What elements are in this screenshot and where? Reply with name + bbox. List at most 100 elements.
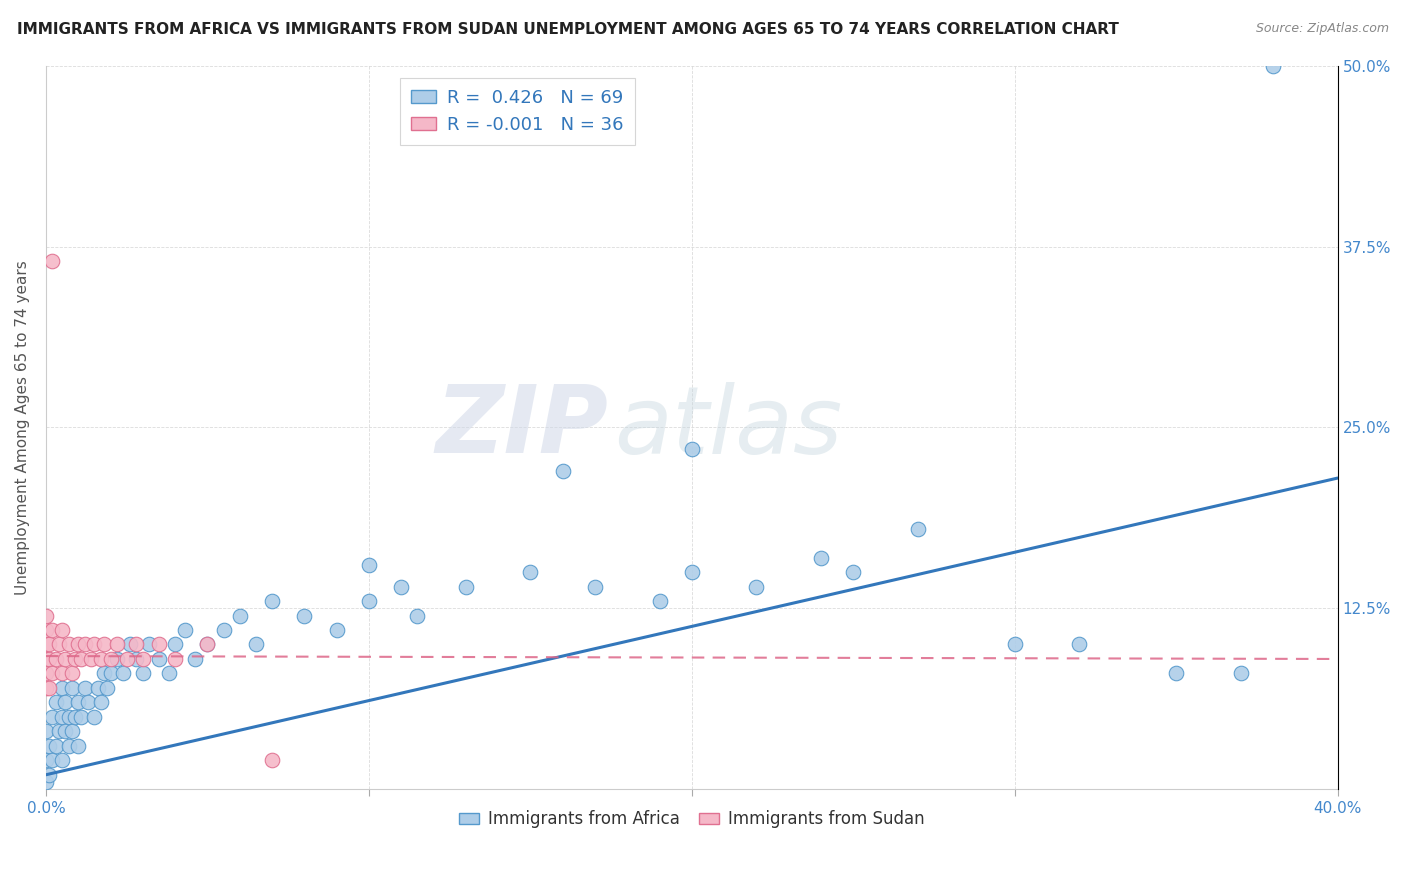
Point	[1261, 59, 1284, 73]
Point	[183, 652, 205, 666]
Point	[58, 710, 80, 724]
Point	[132, 652, 155, 666]
Point	[67, 739, 90, 753]
Point	[125, 652, 148, 666]
Point	[406, 608, 429, 623]
Point	[35, 666, 58, 681]
Point	[58, 638, 80, 652]
Point	[115, 652, 138, 666]
Point	[260, 594, 283, 608]
Point	[45, 695, 67, 709]
Point	[83, 710, 105, 724]
Point	[148, 652, 170, 666]
Point	[35, 724, 58, 739]
Point	[48, 724, 70, 739]
Point	[260, 753, 283, 767]
Point	[212, 623, 235, 637]
Point	[118, 638, 141, 652]
Point	[842, 565, 865, 579]
Point	[90, 652, 112, 666]
Point	[53, 724, 76, 739]
Point	[41, 666, 63, 681]
Point	[70, 710, 93, 724]
Point	[100, 666, 122, 681]
Point	[80, 652, 103, 666]
Point	[58, 739, 80, 753]
Point	[35, 681, 58, 695]
Point	[41, 710, 63, 724]
Point	[73, 681, 96, 695]
Point	[41, 623, 63, 637]
Point	[165, 638, 187, 652]
Point	[100, 652, 122, 666]
Point	[138, 638, 160, 652]
Point	[51, 753, 73, 767]
Point	[70, 652, 93, 666]
Point	[907, 522, 929, 536]
Point	[93, 638, 115, 652]
Point	[1229, 666, 1251, 681]
Point	[73, 638, 96, 652]
Point	[292, 608, 315, 623]
Point	[125, 638, 148, 652]
Point	[357, 594, 380, 608]
Point	[38, 652, 60, 666]
Point	[38, 638, 60, 652]
Point	[112, 666, 135, 681]
Point	[35, 623, 58, 637]
Text: atlas: atlas	[614, 382, 842, 473]
Point	[165, 652, 187, 666]
Point	[197, 638, 219, 652]
Y-axis label: Unemployment Among Ages 65 to 74 years: Unemployment Among Ages 65 to 74 years	[15, 260, 30, 595]
Point	[60, 681, 83, 695]
Point	[38, 768, 60, 782]
Point	[63, 710, 86, 724]
Point	[93, 666, 115, 681]
Point	[60, 724, 83, 739]
Point	[173, 623, 195, 637]
Point	[745, 580, 768, 594]
Point	[45, 739, 67, 753]
Point	[53, 695, 76, 709]
Point	[96, 681, 118, 695]
Point	[551, 464, 574, 478]
Point	[583, 580, 606, 594]
Point	[245, 638, 267, 652]
Legend: Immigrants from Africa, Immigrants from Sudan: Immigrants from Africa, Immigrants from …	[453, 804, 931, 835]
Point	[105, 638, 128, 652]
Point	[51, 710, 73, 724]
Point	[105, 652, 128, 666]
Point	[810, 550, 832, 565]
Point	[86, 681, 108, 695]
Point	[357, 558, 380, 572]
Point	[648, 594, 671, 608]
Point	[35, 638, 58, 652]
Point	[35, 608, 58, 623]
Point	[681, 565, 703, 579]
Point	[681, 442, 703, 456]
Point	[51, 623, 73, 637]
Point	[67, 695, 90, 709]
Point	[38, 739, 60, 753]
Point	[35, 753, 58, 767]
Point	[325, 623, 347, 637]
Point	[67, 638, 90, 652]
Point	[60, 666, 83, 681]
Point	[1004, 638, 1026, 652]
Point	[148, 638, 170, 652]
Point	[35, 775, 58, 789]
Text: ZIP: ZIP	[434, 382, 607, 474]
Point	[51, 666, 73, 681]
Point	[48, 638, 70, 652]
Point	[41, 254, 63, 268]
Point	[157, 666, 180, 681]
Point	[41, 753, 63, 767]
Point	[45, 652, 67, 666]
Point	[53, 652, 76, 666]
Point	[454, 580, 477, 594]
Point	[197, 638, 219, 652]
Point	[77, 695, 100, 709]
Point	[132, 666, 155, 681]
Point	[389, 580, 412, 594]
Point	[1166, 666, 1188, 681]
